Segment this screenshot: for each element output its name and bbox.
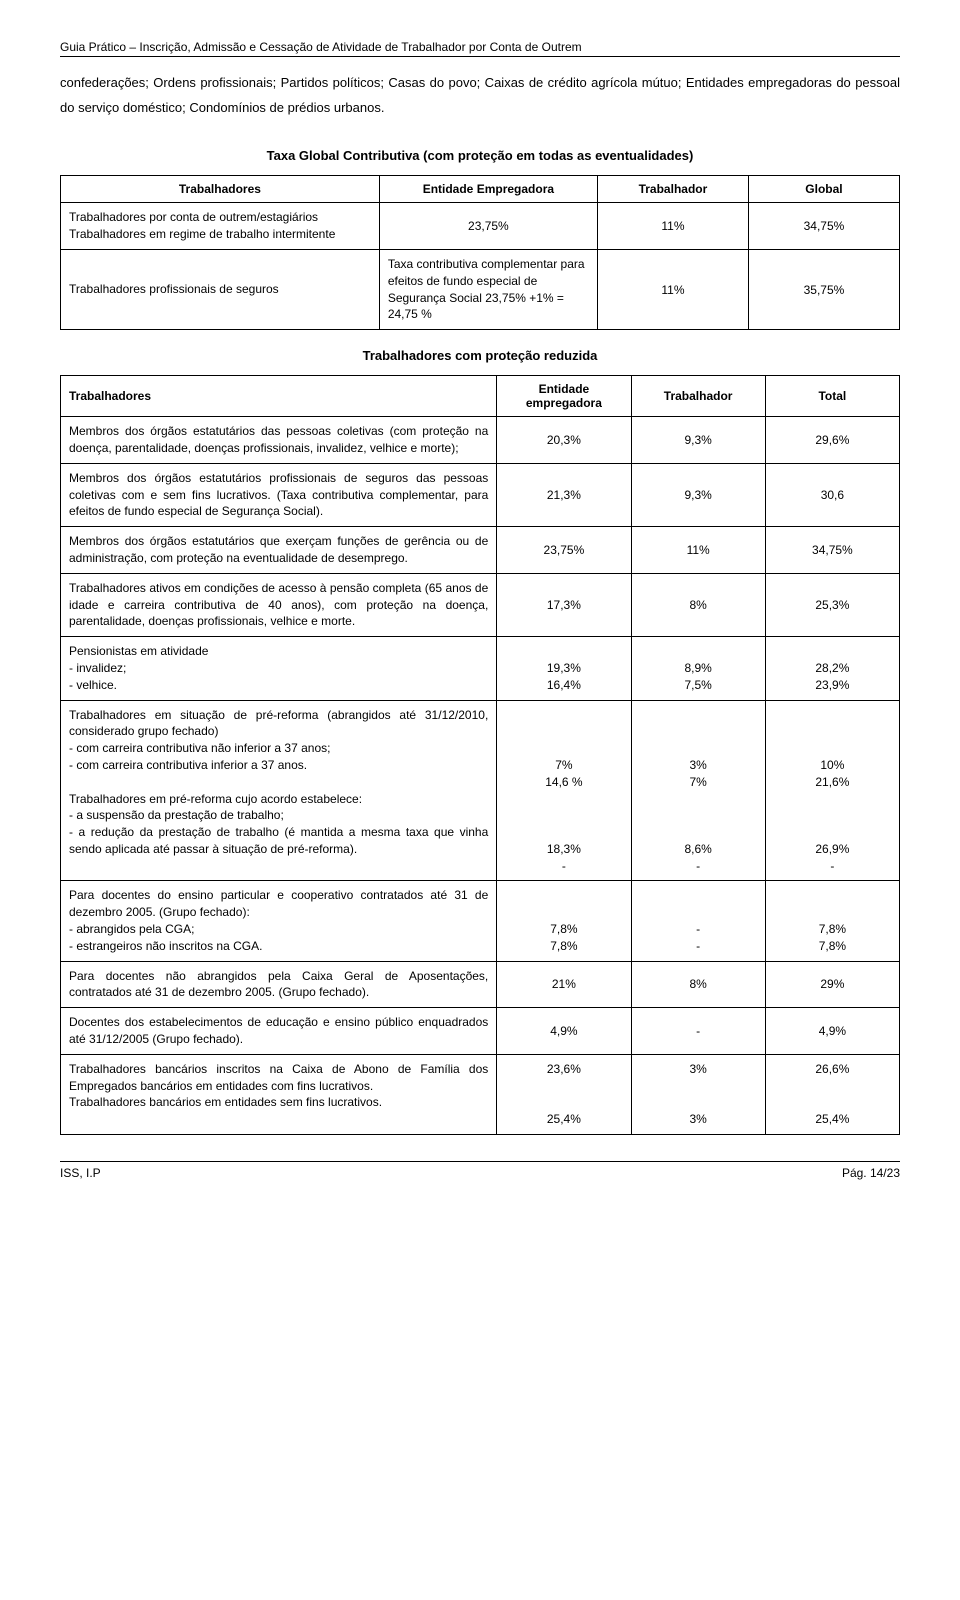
t2-cell: 21,3% (497, 463, 631, 526)
t1-cell: Taxa contributiva complementar para efei… (379, 249, 597, 329)
t2-cell: 30,6 (765, 463, 899, 526)
t2-cell: 7,8% 7,8% (765, 881, 899, 961)
table-row: Membros dos órgãos estatutários profissi… (61, 463, 900, 526)
section1-title: Taxa Global Contributiva (com proteção e… (60, 148, 900, 163)
t2-cell: 19,3% 16,4% (497, 637, 631, 700)
t1-cell: 34,75% (748, 203, 899, 250)
t2-cell: Para docentes não abrangidos pela Caixa … (61, 961, 497, 1008)
t1-h2: Entidade Empregadora (379, 176, 597, 203)
t2-cell: 20,3% (497, 417, 631, 464)
table-row: Trabalhadores por conta de outrem/estagi… (61, 203, 900, 250)
t2-cell: 4,9% (765, 1008, 899, 1055)
t2-cell: 17,3% (497, 573, 631, 636)
t1-h4: Global (748, 176, 899, 203)
t1-cell: Trabalhadores profissionais de seguros (61, 249, 380, 329)
t2-cell: - (631, 1008, 765, 1055)
t2-cell: 26,6% 25,4% (765, 1054, 899, 1134)
t2-cell: 4,9% (497, 1008, 631, 1055)
footer-right: Pág. 14/23 (842, 1166, 900, 1180)
table-row: Docentes dos estabelecimentos de educaçã… (61, 1008, 900, 1055)
table-protecao-reduzida: Trabalhadores Entidade empregadora Traba… (60, 375, 900, 1135)
table-row: Trabalhadores em situação de pré-reforma… (61, 700, 900, 881)
t1-cell: 11% (597, 249, 748, 329)
t2-cell: 9,3% (631, 417, 765, 464)
t2-cell: 7,8% 7,8% (497, 881, 631, 961)
t1-h3: Trabalhador (597, 176, 748, 203)
t2-cell: Trabalhadores ativos em condições de ace… (61, 573, 497, 636)
table-contributiva-global: Trabalhadores Entidade Empregadora Traba… (60, 175, 900, 330)
t2-cell: 9,3% (631, 463, 765, 526)
t1-cell: 11% (597, 203, 748, 250)
t2-h4: Total (765, 376, 899, 417)
t2-cell: Membros dos órgãos estatutários profissi… (61, 463, 497, 526)
table-row: Membros dos órgãos estatutários das pess… (61, 417, 900, 464)
t1-h1: Trabalhadores (61, 176, 380, 203)
footer-left: ISS, I.P (60, 1166, 101, 1180)
t2-cell: Trabalhadores em situação de pré-reforma… (61, 700, 497, 881)
table-row: Trabalhadores ativos em condições de ace… (61, 573, 900, 636)
t2-cell: Pensionistas em atividade - invalidez; -… (61, 637, 497, 700)
t2-cell: - - (631, 881, 765, 961)
t1-cell: 35,75% (748, 249, 899, 329)
t2-cell: Membros dos órgãos estatutários que exer… (61, 527, 497, 574)
t2-h2: Entidade empregadora (497, 376, 631, 417)
t2-h3: Trabalhador (631, 376, 765, 417)
table-row: Trabalhadores profissionais de segurosTa… (61, 249, 900, 329)
t2-cell: 8% (631, 961, 765, 1008)
t2-cell: Para docentes do ensino particular e coo… (61, 881, 497, 961)
t2-cell: 21% (497, 961, 631, 1008)
section2-title: Trabalhadores com proteção reduzida (60, 348, 900, 363)
t2-cell: Trabalhadores bancários inscritos na Cai… (61, 1054, 497, 1134)
t2-cell: 7% 14,6 % 18,3% - (497, 700, 631, 881)
t2-cell: 28,2% 23,9% (765, 637, 899, 700)
t2-cell: 34,75% (765, 527, 899, 574)
page-footer: ISS, I.P Pág. 14/23 (60, 1161, 900, 1180)
t2-cell: 3% 7% 8,6% - (631, 700, 765, 881)
intro-paragraph: confederações; Ordens profissionais; Par… (60, 71, 900, 120)
t2-cell: 8% (631, 573, 765, 636)
t2-h1: Trabalhadores (61, 376, 497, 417)
t2-cell: 29% (765, 961, 899, 1008)
t2-cell: 23,6% 25,4% (497, 1054, 631, 1134)
t2-cell: 23,75% (497, 527, 631, 574)
table-row: Trabalhadores bancários inscritos na Cai… (61, 1054, 900, 1134)
table-row: Para docentes não abrangidos pela Caixa … (61, 961, 900, 1008)
t1-cell: 23,75% (379, 203, 597, 250)
t2-cell: 29,6% (765, 417, 899, 464)
t2-cell: 10% 21,6% 26,9% - (765, 700, 899, 881)
table-row: Para docentes do ensino particular e coo… (61, 881, 900, 961)
table-row: Membros dos órgãos estatutários que exer… (61, 527, 900, 574)
table-row: Pensionistas em atividade - invalidez; -… (61, 637, 900, 700)
t2-cell: 3% 3% (631, 1054, 765, 1134)
t2-cell: Membros dos órgãos estatutários das pess… (61, 417, 497, 464)
t2-cell: Docentes dos estabelecimentos de educaçã… (61, 1008, 497, 1055)
doc-header: Guia Prático – Inscrição, Admissão e Ces… (60, 40, 900, 57)
t2-cell: 25,3% (765, 573, 899, 636)
t2-cell: 11% (631, 527, 765, 574)
t1-cell: Trabalhadores por conta de outrem/estagi… (61, 203, 380, 250)
t2-cell: 8,9% 7,5% (631, 637, 765, 700)
